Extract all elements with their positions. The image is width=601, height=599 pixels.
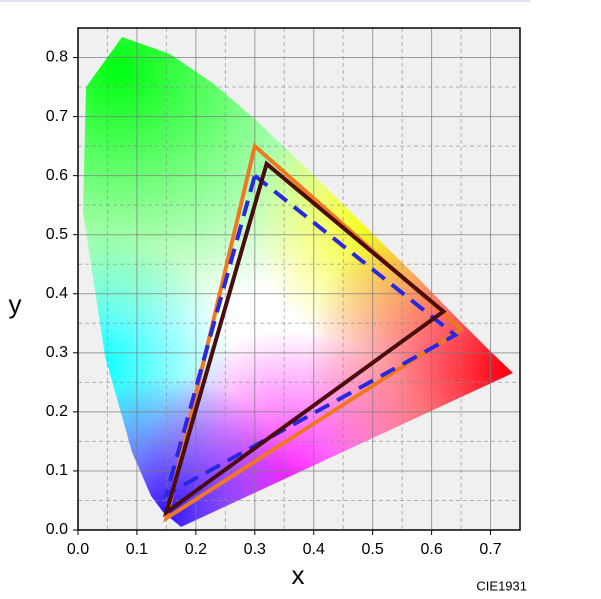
annotation: CIE1931 xyxy=(476,578,527,593)
y-tick-label: 0.2 xyxy=(46,403,68,420)
gamut-triangle xyxy=(163,172,459,499)
x-tick-label: 0.4 xyxy=(303,541,325,558)
y-tick-label: 0.5 xyxy=(46,226,68,243)
y-axis-label: y xyxy=(9,289,22,319)
y-tick-label: 0.8 xyxy=(46,49,68,66)
y-tick-label: 0.4 xyxy=(46,285,68,302)
y-tick-label: 0.3 xyxy=(46,344,68,361)
x-tick-label: 0.0 xyxy=(67,541,89,558)
y-tick-label: 0.1 xyxy=(46,462,68,479)
x-tick-label: 0.7 xyxy=(479,541,501,558)
y-tick-label: 0.6 xyxy=(46,167,68,184)
x-tick-label: 0.6 xyxy=(420,541,442,558)
y-tick-label: 0.0 xyxy=(46,521,68,538)
x-tick-label: 0.2 xyxy=(185,541,207,558)
x-axis-label: x xyxy=(292,560,305,590)
plot-frame xyxy=(77,27,521,531)
y-tick-label: 0.7 xyxy=(46,108,68,125)
x-tick-label: 0.3 xyxy=(244,541,266,558)
gamut-triangle xyxy=(162,160,447,518)
x-tick-label: 0.1 xyxy=(126,541,148,558)
x-tick-label: 0.5 xyxy=(362,541,384,558)
